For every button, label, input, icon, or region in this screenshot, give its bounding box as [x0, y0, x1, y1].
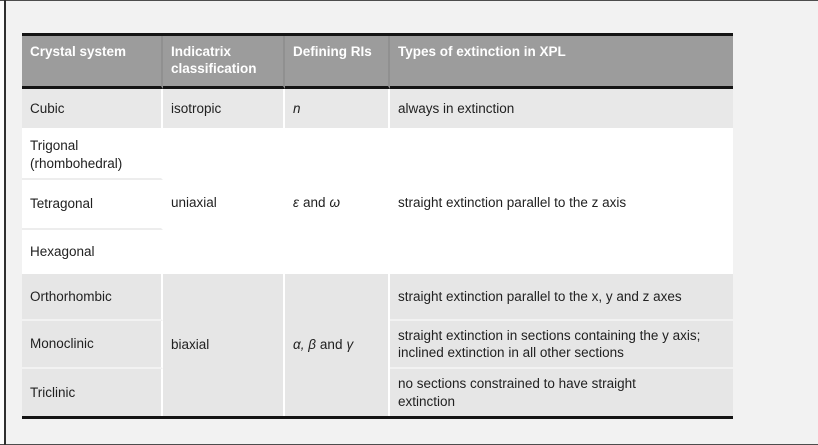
crystal-name: Trigonal (rhombohedral) — [30, 138, 123, 171]
cell-classification-biaxial: biaxial — [163, 274, 285, 416]
col-header-label: Indicatrix classification — [171, 44, 257, 77]
col-header-extinction-types: Types of extinction in XPL — [390, 36, 733, 89]
frame-top-border — [0, 0, 818, 1]
col-header-label: Types of extinction in XPL — [398, 44, 566, 59]
cell-classification-uniaxial: uniaxial — [163, 131, 285, 274]
cell-crystal-trigonal: Trigonal (rhombohedral) — [22, 131, 163, 180]
crystal-name: Orthorhombic — [30, 288, 112, 304]
cell-extinction-orthorhombic: straight extinction parallel to the x, y… — [390, 274, 733, 321]
classification-label: isotropic — [171, 100, 222, 116]
cell-classification-isotropic: isotropic — [163, 89, 285, 131]
frame-left-border — [4, 0, 6, 445]
crystal-systems-table: Crystal system Indicatrix classification… — [22, 33, 733, 419]
col-header-crystal-system: Crystal system — [22, 36, 163, 89]
crystal-name: Hexagonal — [30, 244, 95, 260]
col-header-label: Crystal system — [30, 44, 127, 59]
cell-crystal-monoclinic: Monoclinic — [22, 321, 163, 369]
cell-crystal-hexagonal: Hexagonal — [22, 230, 163, 274]
cell-extinction-uniaxial: straight extinction parallel to the z ax… — [390, 131, 733, 274]
extinction-text: straight extinction parallel to the x, y… — [398, 288, 682, 304]
ri-n: n — [293, 100, 301, 116]
ri-expression: ε and ω — [293, 194, 340, 211]
ri-and-label: and — [302, 194, 326, 210]
cell-extinction-cubic: always in extinction — [390, 89, 733, 131]
cell-ri-biaxial: α, β and γ — [285, 274, 390, 416]
crystal-name: Triclinic — [30, 384, 76, 400]
cell-crystal-cubic: Cubic — [22, 89, 163, 131]
ri-and-label: and — [319, 337, 343, 353]
cell-crystal-orthorhombic: Orthorhombic — [22, 274, 163, 321]
classification-label: biaxial — [171, 337, 210, 353]
classification-label: uniaxial — [171, 194, 217, 210]
extinction-text: no sections constrained to have straight… — [398, 376, 636, 409]
col-header-indicatrix-classification: Indicatrix classification — [163, 36, 285, 89]
cell-ri-isotropic: n — [285, 89, 390, 131]
extinction-text: straight extinction parallel to the z ax… — [398, 194, 627, 210]
ri-expression: α, β and γ — [293, 336, 353, 353]
col-header-label: Defining RIs — [293, 44, 372, 59]
cell-extinction-monoclinic: straight extinction in sections containi… — [390, 321, 733, 369]
ri-epsilon: ε — [293, 194, 299, 210]
col-header-defining-ris: Defining RIs — [285, 36, 390, 89]
crystal-name: Tetragonal — [30, 196, 94, 212]
ri-alpha-beta: α, β — [293, 337, 316, 353]
ri-omega: ω — [329, 194, 340, 210]
cell-ri-uniaxial: ε and ω — [285, 131, 390, 274]
ri-gamma: γ — [346, 337, 354, 353]
cell-crystal-triclinic: Triclinic — [22, 369, 163, 416]
cell-crystal-tetragonal: Tetragonal — [22, 180, 163, 230]
cell-extinction-triclinic: no sections constrained to have straight… — [390, 369, 733, 416]
crystal-name: Cubic — [30, 100, 65, 116]
crystal-name: Monoclinic — [30, 336, 94, 352]
extinction-text: straight extinction in sections containi… — [398, 327, 701, 360]
extinction-text: always in extinction — [398, 100, 515, 116]
